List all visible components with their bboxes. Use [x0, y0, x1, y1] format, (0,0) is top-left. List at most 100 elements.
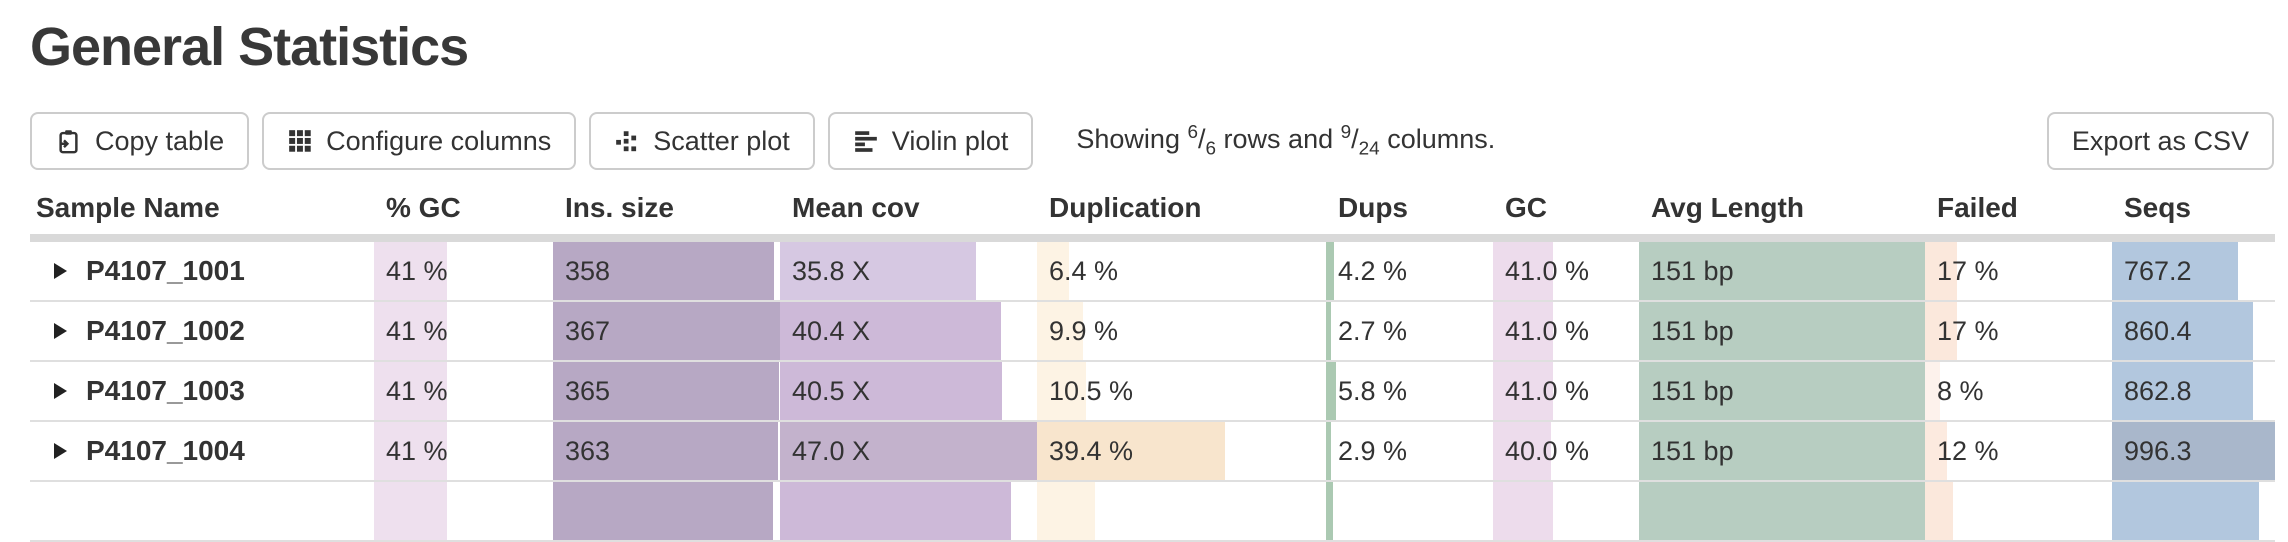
- value-bar: [780, 302, 1002, 359]
- sample-name: P4107_1002: [86, 315, 245, 346]
- value-bar: [1037, 242, 1069, 299]
- expand-arrow-icon[interactable]: [54, 263, 67, 279]
- value-bar: [1639, 422, 1925, 479]
- cell-value: 17 %: [1937, 316, 1999, 346]
- cell-avg_length: [1639, 481, 1925, 542]
- value-bar: [1037, 422, 1225, 479]
- cell-mean_cov: 35.8 X: [780, 238, 1037, 302]
- clipboard-icon: [55, 128, 82, 155]
- cell-pct_gc: 41 %: [374, 361, 553, 422]
- cell-value: 2.7 %: [1338, 316, 1408, 346]
- cell-value: 151 bp: [1651, 376, 1734, 406]
- cell-value: 767.2: [2124, 256, 2192, 286]
- export-csv-button[interactable]: Export as CSV: [2046, 112, 2274, 170]
- cell-duplication: 6.4 %: [1037, 238, 1326, 302]
- sample-name-cell[interactable]: P4107_1004: [30, 421, 374, 482]
- value-bar: [1493, 482, 1553, 539]
- col-header-gc[interactable]: GC: [1493, 192, 1639, 242]
- cell-ins_size: 365: [553, 361, 780, 422]
- cell-failed: 8 %: [1925, 361, 2112, 422]
- col-header-seqs[interactable]: Seqs: [2112, 192, 2275, 242]
- value-bar: [374, 422, 448, 479]
- cell-gc: 41.0 %: [1493, 301, 1639, 362]
- sample-name: P4107_1003: [86, 375, 245, 406]
- value-bar: [553, 242, 775, 299]
- value-bar: [1639, 482, 1925, 539]
- showing-summary: Showing 6/6 rows and 9/24 columns.: [1076, 121, 1496, 160]
- cell-dups: 2.9 %: [1326, 421, 1493, 482]
- value-bar: [1925, 482, 1954, 539]
- value-bar: [1037, 482, 1095, 539]
- value-bar: [1326, 422, 1331, 479]
- value-bar: [553, 422, 778, 479]
- sample-name-cell[interactable]: P4107_1001: [30, 238, 374, 302]
- sample-name: P4107_1004: [86, 435, 245, 466]
- scatter-plot-button[interactable]: Scatter plot: [589, 112, 815, 170]
- violin-plot-button[interactable]: Violin plot: [827, 112, 1034, 170]
- expand-arrow-icon[interactable]: [54, 323, 67, 339]
- cell-value: 6.4 %: [1049, 256, 1119, 286]
- col-header-avg_length[interactable]: Avg Length: [1639, 192, 1925, 242]
- table-row: P4107_1001 41 % 358 35.8 X 6.4 % 4.2 % 41.0 % 1…: [30, 238, 2275, 302]
- value-bar: [1925, 302, 1957, 359]
- sample-name-cell[interactable]: P4107_1003: [30, 361, 374, 422]
- cell-value: 12 %: [1937, 436, 1999, 466]
- configure-columns-button[interactable]: Configure columns: [262, 112, 577, 170]
- cell-value: 8 %: [1937, 376, 1984, 406]
- cell-pct_gc: 41 %: [374, 421, 553, 482]
- cell-value: 41.0 %: [1505, 316, 1590, 346]
- col-header-dups[interactable]: Dups: [1326, 192, 1493, 242]
- cell-avg_length: 151 bp: [1639, 421, 1925, 482]
- value-bar: [1326, 302, 1331, 359]
- sample-name-cell[interactable]: [30, 481, 374, 542]
- cell-seqs: 767.2: [2112, 238, 2275, 302]
- cell-value: 41 %: [386, 436, 448, 466]
- expand-arrow-icon[interactable]: [54, 443, 67, 459]
- table-row: P4107_1003 41 % 365 40.5 X 10.5 % 5.8 % 41.0 %…: [30, 361, 2275, 422]
- sample-name: P4107_1001: [86, 255, 245, 286]
- copy-table-label: Copy table: [95, 125, 225, 156]
- value-bar: [1037, 362, 1087, 419]
- cell-seqs: 996.3: [2112, 421, 2275, 482]
- col-header-failed[interactable]: Failed: [1925, 192, 2112, 242]
- table-body: P4107_1001 41 % 358 35.8 X 6.4 % 4.2 % 41.0 % 1…: [30, 238, 2275, 542]
- value-bar: [780, 482, 1012, 539]
- cell-ins_size: 367: [553, 301, 780, 362]
- value-bar: [553, 362, 779, 419]
- cell-pct_gc: 41 %: [374, 238, 553, 302]
- value-bar: [1639, 242, 1925, 299]
- value-bar: [1639, 362, 1925, 419]
- value-bar: [1493, 362, 1553, 419]
- value-bar: [553, 482, 774, 539]
- cell-value: 365: [565, 376, 611, 406]
- cell-avg_length: 151 bp: [1639, 238, 1925, 302]
- col-header-mean_cov[interactable]: Mean cov: [780, 192, 1037, 242]
- copy-table-button[interactable]: Copy table: [30, 112, 250, 170]
- cell-ins_size: 358: [553, 238, 780, 302]
- col-header-ins_size[interactable]: Ins. size: [553, 192, 780, 242]
- value-bar: [780, 242, 976, 299]
- cell-value: 151 bp: [1651, 256, 1734, 286]
- cell-dups: [1326, 481, 1493, 542]
- col-header-duplication[interactable]: Duplication: [1037, 192, 1326, 242]
- expand-arrow-icon[interactable]: [54, 383, 67, 399]
- value-bar: [1639, 302, 1925, 359]
- table-toolbar: Copy table Configure columns: [30, 112, 2274, 170]
- cell-dups: 4.2 %: [1326, 238, 1493, 302]
- cell-value: 41 %: [386, 376, 448, 406]
- cell-duplication: 39.4 %: [1037, 421, 1326, 482]
- value-bar: [2112, 302, 2253, 359]
- cell-value: 41.0 %: [1505, 376, 1590, 406]
- grid-icon: [287, 128, 313, 154]
- cell-failed: 17 %: [1925, 238, 2112, 302]
- cell-mean_cov: 47.0 X: [780, 421, 1037, 482]
- col-header-sample[interactable]: Sample Name: [30, 192, 374, 242]
- value-bar: [2112, 362, 2254, 419]
- sample-name-cell[interactable]: P4107_1002: [30, 301, 374, 362]
- col-header-pct_gc[interactable]: % GC: [374, 192, 553, 242]
- export-csv-label: Export as CSV: [2071, 125, 2249, 156]
- cell-duplication: [1037, 481, 1326, 542]
- cell-failed: 17 %: [1925, 301, 2112, 362]
- cell-gc: 41.0 %: [1493, 238, 1639, 302]
- cell-value: 41.0 %: [1505, 256, 1590, 286]
